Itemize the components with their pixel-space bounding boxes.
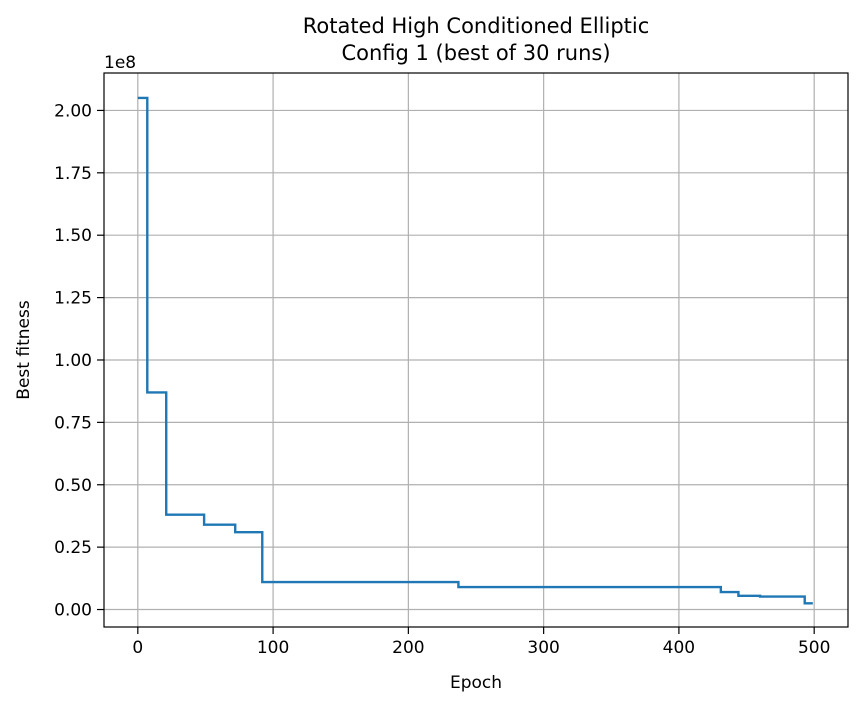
grid-lines	[104, 73, 848, 627]
y-tick-label: 0.25	[54, 538, 92, 558]
y-axis-label: Best fitness	[14, 300, 34, 400]
x-tick-label: 200	[392, 638, 424, 658]
x-axis: 0 100 200 300 400 500	[132, 627, 830, 658]
y-tick-label: 0.00	[54, 601, 92, 621]
x-tick-label: 500	[798, 638, 830, 658]
x-tick-label: 300	[527, 638, 559, 658]
y-tick-label: 2.00	[54, 101, 92, 121]
y-axis: 0.00 0.25 0.50 0.75 1.00 1.25 1.50 1.75 2.00	[54, 101, 104, 621]
chart-title-line-2: Config 1 (best of 30 runs)	[341, 41, 610, 65]
y-tick-label: 1.50	[54, 226, 92, 246]
x-axis-label: Epoch	[450, 673, 502, 693]
x-tick-label: 100	[257, 638, 289, 658]
y-tick-label: 1.75	[54, 164, 92, 184]
y-tick-label: 0.75	[54, 413, 92, 433]
y-tick-label: 0.50	[54, 476, 92, 496]
series-line	[137, 96, 813, 605]
y-tick-label: 1.00	[54, 351, 92, 371]
plot-frame	[103, 72, 849, 628]
y-offset-label: 1e8	[104, 53, 136, 73]
y-tick-label: 1.25	[54, 289, 92, 309]
chart-title-line-1: Rotated High Conditioned Elliptic	[303, 14, 650, 38]
x-tick-label: 400	[663, 638, 695, 658]
x-tick-label: 0	[132, 638, 143, 658]
